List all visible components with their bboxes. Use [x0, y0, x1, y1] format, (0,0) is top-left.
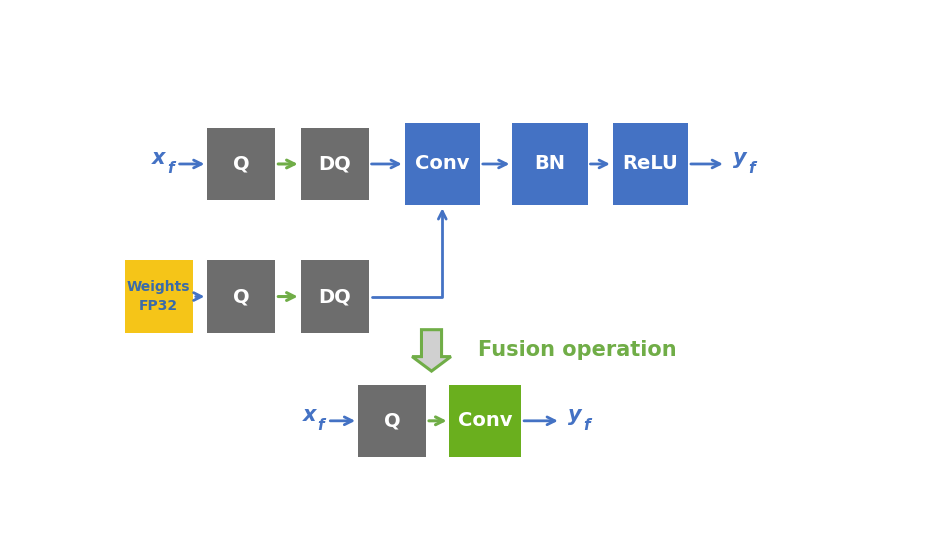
Text: Weights
FP32: Weights FP32 [127, 280, 191, 313]
Text: DQ: DQ [319, 154, 351, 173]
Text: x: x [152, 148, 166, 168]
Text: ReLU: ReLU [622, 154, 678, 173]
FancyBboxPatch shape [512, 123, 588, 206]
Polygon shape [412, 330, 451, 371]
Text: f: f [167, 161, 173, 176]
Text: x: x [303, 405, 317, 425]
Text: y: y [569, 405, 582, 425]
FancyBboxPatch shape [301, 260, 369, 333]
FancyBboxPatch shape [613, 123, 688, 206]
FancyBboxPatch shape [207, 128, 275, 200]
FancyBboxPatch shape [301, 128, 369, 200]
Text: y: y [733, 148, 747, 168]
Text: Q: Q [233, 287, 250, 306]
Text: Fusion operation: Fusion operation [478, 341, 677, 360]
Text: f: f [583, 418, 590, 433]
Text: f: f [748, 161, 755, 176]
FancyBboxPatch shape [449, 385, 521, 457]
Text: BN: BN [534, 154, 566, 173]
Text: Q: Q [383, 412, 400, 430]
Text: Q: Q [233, 154, 250, 173]
FancyBboxPatch shape [207, 260, 275, 333]
Text: Conv: Conv [415, 154, 469, 173]
Text: f: f [318, 418, 324, 433]
Text: DQ: DQ [319, 287, 351, 306]
FancyBboxPatch shape [405, 123, 480, 206]
FancyBboxPatch shape [358, 385, 426, 457]
FancyBboxPatch shape [125, 260, 193, 333]
Text: Conv: Conv [458, 412, 513, 430]
